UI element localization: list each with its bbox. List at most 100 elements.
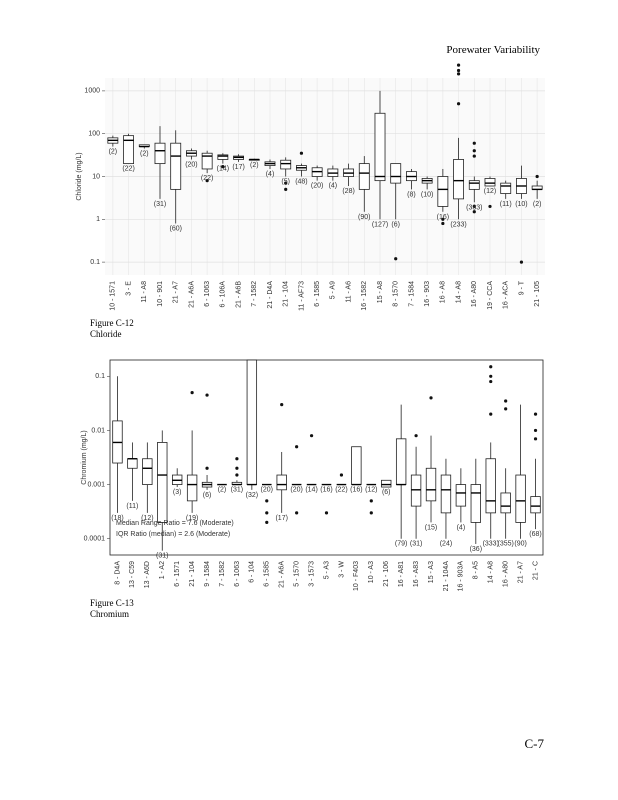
x-tick-label: 6 - 1063	[204, 281, 211, 307]
box	[500, 492, 511, 514]
box	[381, 479, 392, 488]
outlier	[235, 466, 239, 470]
count-label: (15)	[425, 524, 437, 531]
count-label: (18)	[111, 515, 123, 522]
x-tick-label: 6 - 1571	[174, 561, 181, 587]
count-label: (14)	[305, 487, 317, 494]
count-label: (48)	[295, 179, 307, 186]
x-tick-label: 6 - 106A	[220, 281, 227, 308]
x-tick-label: 13 - A6D	[144, 561, 151, 588]
outlier	[441, 217, 445, 221]
count-label: (4)	[266, 171, 275, 178]
count-label: (14)	[217, 166, 229, 173]
box	[395, 438, 407, 485]
outlier	[284, 187, 288, 191]
count-label: (16)	[350, 487, 362, 494]
count-label: (31)	[154, 201, 166, 208]
x-tick-label: 16 - 1582	[361, 281, 368, 311]
count-label: (22)	[122, 166, 134, 173]
x-tick-label: 14 - A8	[455, 281, 462, 303]
outlier	[221, 165, 225, 169]
outlier	[472, 204, 476, 209]
outlier	[519, 260, 524, 264]
count-label: (11)	[126, 503, 138, 510]
outlier	[265, 499, 269, 503]
outlier	[295, 511, 299, 515]
box	[425, 467, 437, 502]
count-label: (12)	[141, 515, 153, 522]
x-tick-label: 21 - 104A	[443, 561, 450, 592]
y-axis-label: Chromium (mg/L)	[81, 430, 88, 484]
outlier	[280, 403, 284, 407]
outlier	[535, 174, 539, 179]
annotation: IQR Ratio (median) = 2.6 (Moderate)	[116, 531, 230, 538]
x-tick-label: 3 - E	[125, 281, 132, 296]
count-label: (12)	[484, 188, 496, 195]
count-label: (127)	[372, 221, 388, 228]
count-label: (90)	[514, 541, 526, 548]
box	[390, 163, 402, 184]
count-label: (333)	[466, 204, 482, 211]
count-label: (6)	[391, 221, 400, 228]
outlier	[235, 473, 239, 477]
x-tick-label: 21 - 105	[534, 281, 541, 307]
annotation: Median Range Ratio = 7.6 (Moderate)	[116, 520, 234, 527]
x-tick-label: 5 - A3	[323, 561, 330, 579]
outlier	[456, 68, 461, 73]
figure-caption: Chromium	[90, 609, 130, 619]
count-label: (22)	[201, 175, 213, 182]
count-label: (8)	[407, 191, 416, 198]
x-tick-label: 3 - 1573	[308, 561, 315, 587]
count-label: (20)	[261, 487, 273, 494]
y-tick-label: 100	[88, 131, 100, 138]
x-tick-label: 19 - CCA	[487, 281, 494, 310]
x-tick-label: 21 - A7	[517, 561, 524, 583]
outlier	[394, 257, 398, 261]
x-tick-label: 11 - AF73	[298, 281, 305, 311]
count-label: (2)	[109, 149, 118, 156]
x-tick-label: 21 - A6A	[279, 561, 286, 588]
x-tick-label: 9 - 1584	[204, 561, 211, 587]
count-label: (2)	[140, 151, 149, 158]
outlier	[488, 204, 492, 209]
x-tick-label: 11 - A6	[345, 281, 352, 303]
box	[500, 182, 512, 194]
count-label: (4)	[329, 183, 338, 190]
outlier	[533, 412, 538, 416]
x-tick-label: 13 - C59	[129, 561, 136, 588]
x-tick-label: 6 - 104	[249, 561, 256, 583]
count-label: (333)	[483, 541, 499, 548]
count-label: (17)	[275, 515, 287, 522]
x-tick-label: 9 - T	[518, 280, 525, 295]
outlier	[456, 72, 461, 76]
box	[515, 474, 526, 523]
box	[186, 474, 198, 502]
count-label: (31)	[231, 487, 243, 494]
y-tick-label: 0.01	[91, 427, 105, 434]
x-tick-label: 8 - A5	[473, 561, 480, 579]
outlier	[441, 221, 445, 226]
y-tick-label: 0.0001	[84, 536, 106, 543]
outlier	[414, 434, 418, 438]
box	[123, 135, 134, 165]
count-label: (24)	[440, 541, 452, 548]
x-tick-label: 11 - A8	[141, 281, 148, 303]
box	[246, 359, 258, 485]
box	[170, 142, 182, 190]
outlier	[265, 511, 269, 515]
x-tick-label: 16 - A80	[503, 561, 510, 587]
x-tick-label: 21 - A6A	[188, 281, 195, 308]
count-label: (355)	[498, 541, 514, 548]
x-tick-label: 16 - A81	[398, 561, 405, 587]
outlier	[533, 437, 538, 441]
box	[201, 152, 213, 170]
count-label: (20)	[290, 487, 302, 494]
outlier	[369, 499, 373, 503]
outlier	[533, 428, 538, 433]
x-tick-label: 16 - 903	[424, 281, 431, 307]
x-tick-label: 21 - A6B	[235, 281, 242, 308]
x-tick-label: 10 - A3	[368, 561, 375, 583]
x-tick-label: 6 - 1063	[234, 561, 241, 587]
count-label: (10)	[515, 201, 527, 208]
